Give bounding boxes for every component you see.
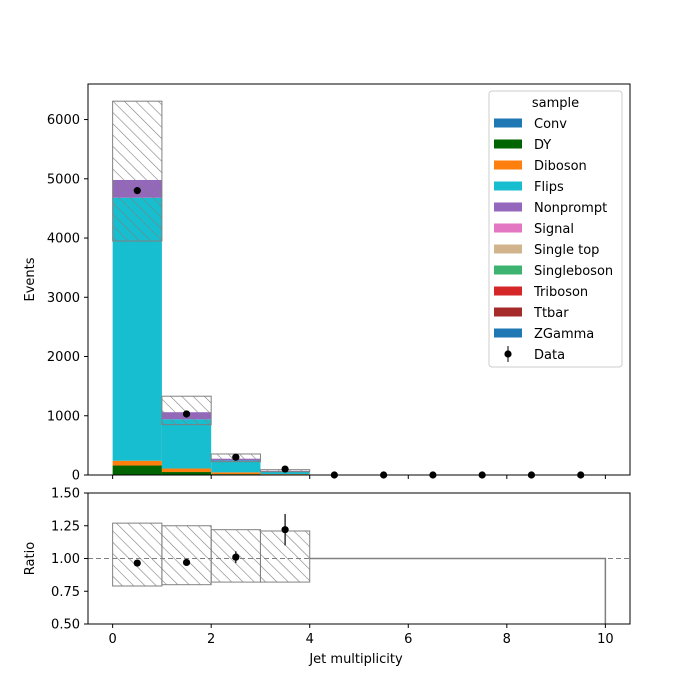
legend-swatch-flips [494, 181, 522, 191]
ratio-y-tick-label: 1.25 [51, 519, 80, 534]
x-tick-label: 6 [404, 632, 412, 647]
ratio-x-ticks: 0 2 4 6 8 10 [108, 624, 614, 647]
x-axis-label: Jet multiplicity [308, 652, 403, 667]
legend-label: Diboson [534, 159, 587, 174]
bar-flips [260, 471, 310, 475]
legend-swatch-zgamma [494, 328, 522, 338]
legend-label: Single top [534, 243, 599, 258]
ratio-y-tick-label: 0.75 [51, 585, 80, 600]
ratio-point [281, 526, 289, 534]
legend-label: Conv [534, 117, 567, 132]
legend-label: ZGamma [534, 327, 594, 342]
y-axis-label: Events [23, 257, 38, 301]
legend-swatch-diboson [494, 160, 522, 170]
ratio-point [133, 559, 141, 567]
bar-diboson [211, 472, 261, 475]
y-tick-label: 3000 [47, 291, 80, 306]
legend-title: sample [532, 96, 579, 111]
y-tick-label: 2000 [47, 350, 80, 365]
bar-diboson [112, 460, 162, 466]
ratio-y-tick-label: 1.00 [51, 552, 80, 567]
x-tick-label: 8 [503, 632, 511, 647]
y-tick-label: 5000 [47, 172, 80, 187]
x-tick-label: 10 [597, 632, 614, 647]
legend-entries: Conv DY Diboson Flips Nonprompt Signal Single … [494, 117, 613, 363]
y-tick-label: 4000 [47, 232, 80, 247]
bar-dy [161, 472, 212, 475]
main-plot-frame [87, 83, 631, 476]
bar-diboson [260, 474, 310, 475]
ratio-y-ticks: 0.50 0.75 1.00 1.25 1.50 [51, 487, 88, 633]
x-tick-label: 2 [207, 632, 215, 647]
ratio-y-tick-label: 1.50 [51, 487, 80, 502]
legend-label: Data [534, 348, 565, 363]
uncertainty-band-bin [112, 100, 163, 242]
y-ticks: 0 1000 2000 3000 4000 5000 6000 [47, 113, 88, 484]
data-point [281, 465, 289, 473]
bar-flips [112, 197, 162, 461]
ratio-panel: 0.50 0.75 1.00 1.25 1.50 0 2 4 6 8 10 Ratio Jet m… [23, 487, 631, 667]
legend-swatch-nonprompt [494, 202, 522, 212]
data-point [182, 410, 191, 418]
legend-swatch-dy [494, 139, 522, 149]
legend-swatch-single-top [494, 244, 522, 254]
legend-marker-data [504, 350, 512, 358]
legend-box [488, 90, 623, 368]
ratio-y-tick-label: 0.50 [51, 618, 80, 633]
legend-label: Signal [534, 222, 574, 237]
ratio-plot-frame [87, 492, 631, 625]
legend-swatch-triboson [494, 286, 522, 296]
x-ticks [112, 475, 606, 479]
ratio-band-bin [112, 522, 163, 587]
legend-swatch-singleboson [494, 265, 522, 275]
bar-dy [112, 465, 162, 475]
x-tick-label: 4 [306, 632, 314, 647]
y-tick-label: 1000 [47, 409, 80, 424]
ratio-y-axis-label: Ratio [23, 542, 38, 575]
legend-swatch-ttbar [494, 307, 522, 317]
legend-swatch-signal [494, 223, 522, 233]
bar-diboson [161, 468, 212, 473]
x-tick-label: 0 [108, 632, 116, 647]
legend-label: Flips [534, 180, 564, 195]
y-tick-label: 6000 [47, 113, 80, 128]
ratio-band-bin [161, 525, 212, 586]
uncertainty-band [112, 100, 311, 473]
legend-label: DY [534, 138, 551, 153]
legend-label: Nonprompt [534, 201, 607, 216]
ratio-point [232, 553, 240, 561]
data-point [133, 187, 141, 195]
data-point [232, 453, 240, 461]
y-tick-label: 0 [72, 469, 80, 484]
legend-label: Singleboson [534, 264, 613, 279]
legend: sample Conv DY Diboson Flips Nonprompt Signal… [488, 90, 623, 368]
bar-flips [161, 419, 212, 469]
legend-swatch-conv [494, 118, 522, 128]
legend-label: Triboson [533, 285, 588, 300]
ratio-points [133, 513, 289, 567]
bar-flips [211, 460, 261, 473]
ratio-point [182, 558, 191, 567]
legend-label: Ttbar [533, 306, 569, 321]
